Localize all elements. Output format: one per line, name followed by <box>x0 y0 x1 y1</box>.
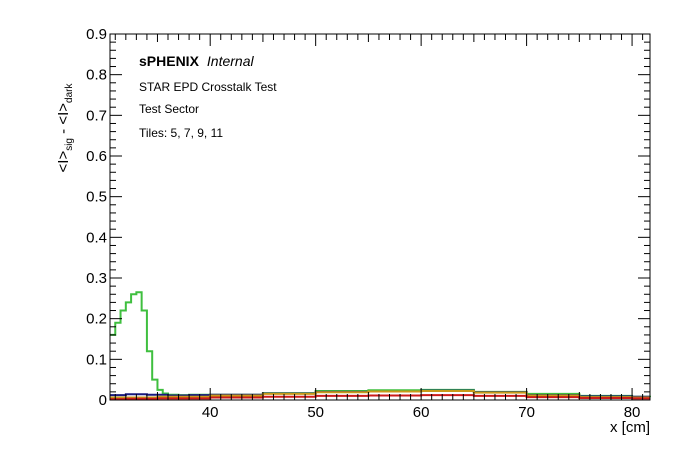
y-tick-label: 0.3 <box>86 270 107 287</box>
y-tick-label: 0.1 <box>86 351 107 368</box>
plot-frame <box>109 33 651 401</box>
y-tick-label: 0.5 <box>86 189 107 206</box>
y-axis-label: <I>sig - <I>dark <box>55 83 75 173</box>
x-axis-label: x [cm] <box>610 419 650 436</box>
y-tick-label: 0.9 <box>86 26 107 43</box>
y-tick-label: 0.2 <box>86 311 107 328</box>
annotation-title: sPHENIX Internal <box>139 53 255 70</box>
y-tick-label: 0.8 <box>86 67 107 84</box>
y-tick-label: 0 <box>99 392 107 409</box>
x-tick-label: 60 <box>413 404 430 421</box>
y-tick-label: 0.6 <box>86 148 107 165</box>
series-line <box>110 291 651 398</box>
y-tick-label: 0.7 <box>86 107 107 124</box>
annotation-block: sPHENIX Internal STAR EPD Crosstalk Test… <box>139 53 277 140</box>
plot-series <box>110 291 651 401</box>
y-axis-label-main: <I> <box>55 151 72 173</box>
x-tick-label: 50 <box>307 404 324 421</box>
axis-tick-labels: 40 50 60 70 80 0 0.1 0.2 0.3 0.4 0.5 0.6 0.7 0.8 0.9 <box>86 26 640 421</box>
y-axis-label-sep: - <box>55 125 72 138</box>
y-axis-label-sub1: sig <box>64 138 75 151</box>
annotation-line-3: Tiles: 5, 7, 9, 11 <box>139 126 223 140</box>
y-axis-label-sub2: dark <box>64 83 75 103</box>
axis-ticks <box>110 33 650 401</box>
y-tick-label: 0.4 <box>86 229 107 246</box>
y-axis-label-main2: <I> <box>55 103 72 125</box>
x-tick-label: 70 <box>518 404 535 421</box>
annotation-line-2: Test Sector <box>139 102 199 116</box>
x-tick-label: 40 <box>202 404 219 421</box>
annotation-line-1: STAR EPD Crosstalk Test <box>139 80 277 94</box>
annotation-status: Internal <box>207 53 255 69</box>
annotation-brand: sPHENIX <box>139 53 200 69</box>
x-tick-label: 80 <box>624 404 641 421</box>
